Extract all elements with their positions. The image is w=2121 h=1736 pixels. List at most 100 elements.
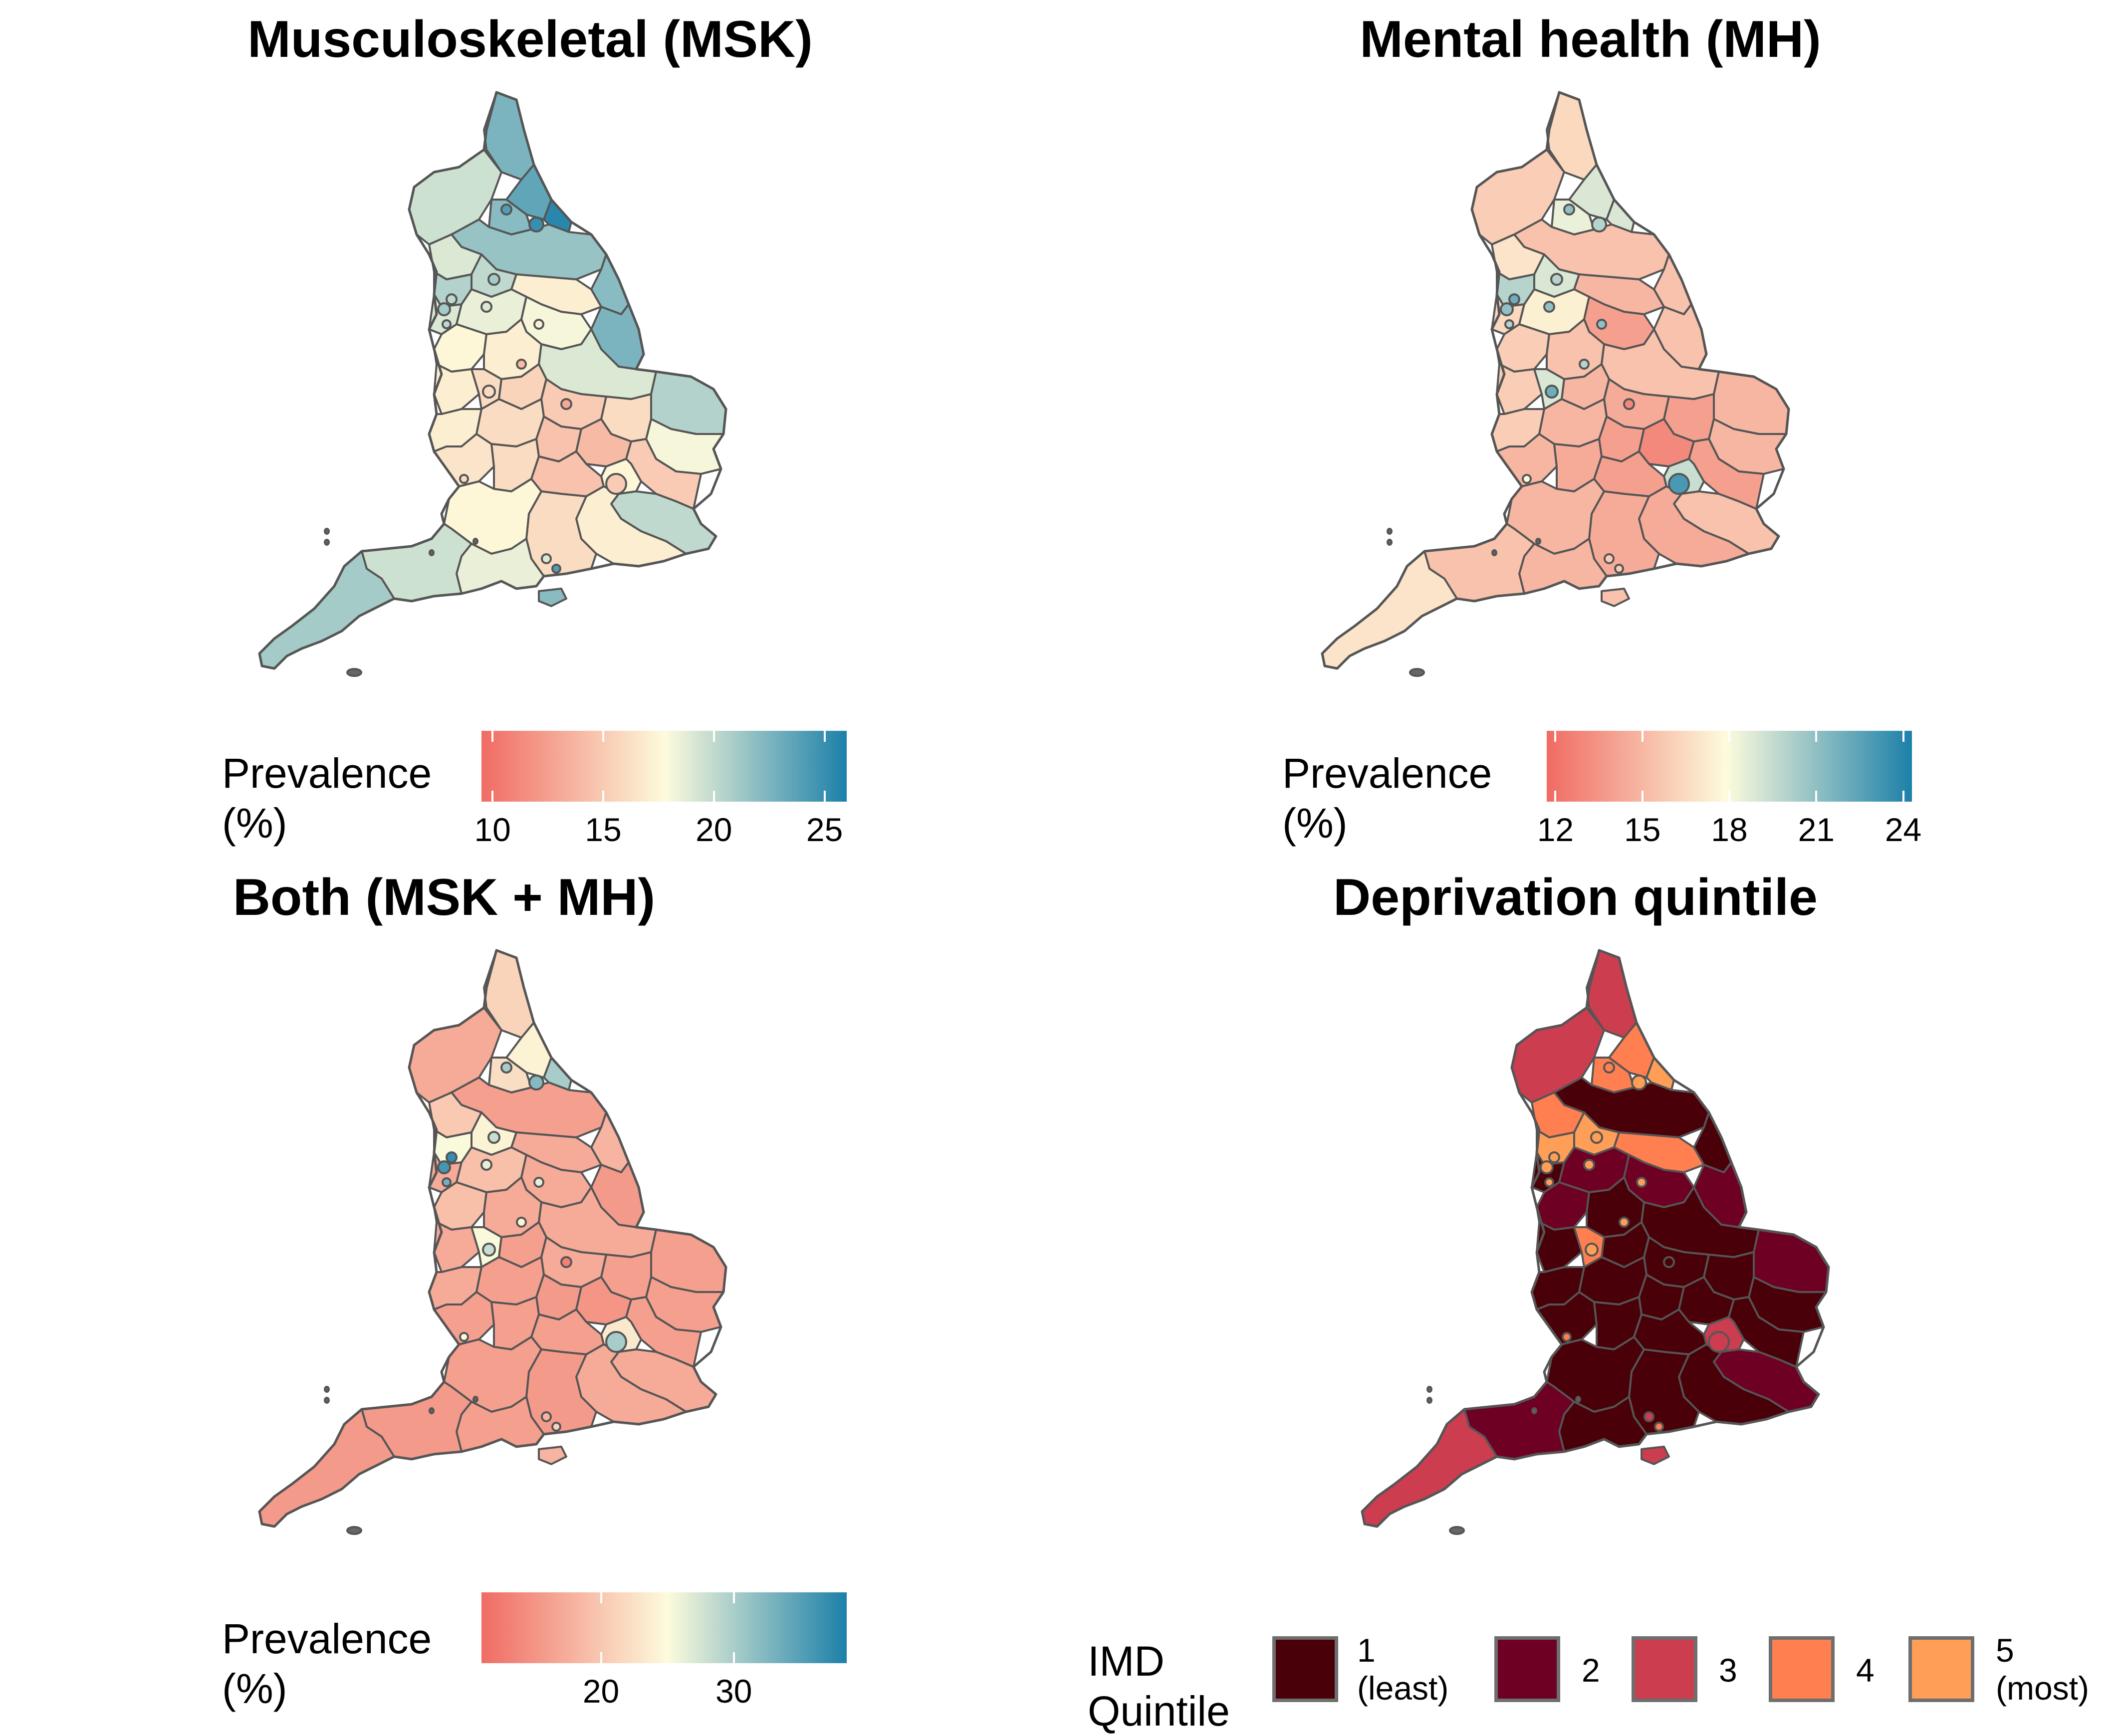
colorbar-tick-mark	[1815, 731, 1818, 742]
region-isle-of-wight	[538, 588, 567, 607]
urban-area-leic	[516, 1217, 527, 1228]
urban-area-notts	[533, 1177, 544, 1188]
urban-area-tees	[1591, 217, 1607, 232]
urban-area-bristol	[459, 1332, 469, 1342]
urban-area-leeds	[487, 1131, 500, 1144]
urban-area-tees	[528, 217, 544, 232]
region-isle-of-wight	[1641, 1446, 1670, 1465]
urban-area-ldn	[1708, 1331, 1730, 1353]
island	[1535, 538, 1541, 545]
colorbar-tick-label: 15	[585, 811, 622, 848]
colorbar-tick-mark	[1641, 731, 1644, 742]
colorbar-tick-mark	[823, 791, 826, 802]
panel-imd: Deprivation quintile IMD Quintile 1 (lea…	[1060, 858, 2121, 1735]
imd-key-1	[1272, 1636, 1338, 1702]
island	[1449, 1526, 1465, 1535]
colorbar-tick-label: 18	[1711, 811, 1748, 848]
legend-title: Prevalence (%)	[1282, 750, 1492, 847]
imd-label-5: 5 (most)	[1996, 1632, 2089, 1707]
imd-label-2: 2	[1582, 1652, 1600, 1689]
urban-area-leic	[1619, 1217, 1630, 1228]
urban-area-notts	[533, 319, 544, 330]
urban-area-soton	[1644, 1411, 1654, 1422]
urban-area-notts	[1596, 319, 1607, 330]
island	[1409, 668, 1425, 677]
urban-area-bham	[482, 1243, 496, 1257]
imd-label-3: 3	[1719, 1652, 1737, 1689]
colorbar-tick-mark	[1902, 731, 1904, 742]
england-outline	[258, 949, 727, 1528]
urban-area-northamp	[1623, 398, 1635, 410]
panel-mh: Mental health (MH) Prevalence (%) 12 15 18…	[1060, 0, 2121, 858]
urban-area-wirral	[1504, 319, 1514, 329]
island	[472, 1396, 478, 1403]
urban-area-liv	[1548, 1151, 1560, 1163]
colorbar	[481, 731, 847, 802]
urban-area-liv	[1508, 293, 1520, 305]
island	[1387, 528, 1393, 535]
island	[324, 539, 330, 546]
panel-title: Musculoskeletal (MSK)	[247, 10, 813, 68]
urban-area-sheff	[480, 1159, 492, 1171]
urban-area-bristol	[1522, 474, 1532, 484]
colorbar-tick-mark	[732, 1592, 735, 1603]
urban-area-leeds	[1590, 1131, 1603, 1144]
urban-area-leic	[516, 359, 527, 370]
urban-area-tees	[1631, 1075, 1647, 1090]
urban-area-northamp	[560, 1256, 572, 1268]
urban-area-bham	[1585, 1243, 1599, 1257]
colorbar-tick-mark	[602, 791, 604, 802]
legend-title: IMD Quintile	[1088, 1638, 1230, 1735]
colorbar-tick-label: 25	[806, 811, 843, 848]
colorbar-tick-label: 20	[582, 1673, 620, 1710]
island	[346, 1526, 362, 1535]
island	[472, 538, 478, 545]
urban-area-soton	[541, 553, 552, 564]
urban-area-sheff	[480, 301, 492, 313]
colorbar-tick-mark	[1902, 791, 1904, 802]
urban-area-ncl	[1603, 1062, 1615, 1074]
colorbar	[1547, 731, 1912, 802]
urban-area-bham	[482, 385, 496, 399]
imd-key-3	[1632, 1636, 1697, 1702]
england-map-imd	[1361, 949, 1830, 1535]
colorbar-tick-mark	[1728, 791, 1730, 802]
colorbar-tick-mark	[1728, 731, 1730, 742]
urban-area-portsmouth	[551, 564, 561, 574]
england-map-both	[258, 949, 727, 1535]
island	[1575, 1396, 1581, 1403]
colorbar-tick-mark	[1554, 791, 1557, 802]
urban-area-portsmouth	[1654, 1422, 1664, 1432]
island	[1387, 539, 1393, 546]
imd-key-5	[1908, 1636, 1974, 1702]
england-outline	[1361, 949, 1830, 1528]
england-map-mh	[1321, 91, 1790, 677]
panel-both: Both (MSK + MH) Prevalence (%) 20 30	[0, 858, 1060, 1716]
imd-label-1: 1 (least)	[1357, 1632, 1449, 1707]
colorbar	[481, 1592, 847, 1663]
island	[1426, 1397, 1432, 1404]
urban-area-wirral	[442, 319, 452, 329]
colorbar-tick-label: 15	[1624, 811, 1661, 848]
urban-area-northamp	[1663, 1256, 1675, 1268]
urban-area-wirral	[442, 1177, 452, 1187]
region-isle-of-wight	[1601, 588, 1630, 607]
england-map-msk	[258, 91, 727, 677]
colorbar-tick-label: 30	[715, 1673, 752, 1710]
colorbar-tick-mark	[712, 731, 715, 742]
colorbar-tick-mark	[602, 731, 604, 742]
urban-area-ldn	[605, 473, 627, 495]
urban-area-portsmouth	[551, 1422, 561, 1432]
urban-area-bham	[1545, 385, 1559, 399]
colorbar-tick-mark	[491, 731, 494, 742]
island	[1491, 549, 1497, 556]
island	[429, 549, 435, 556]
england-outline	[258, 91, 727, 670]
colorbar-tick-label: 10	[474, 811, 511, 848]
urban-area-ldn	[1668, 473, 1690, 495]
urban-area-sheff	[1543, 301, 1555, 313]
imd-key-2	[1494, 1636, 1560, 1702]
region-isle-of-wight	[538, 1446, 567, 1465]
urban-area-portsmouth	[1614, 564, 1624, 574]
colorbar-tick-label: 12	[1537, 811, 1574, 848]
